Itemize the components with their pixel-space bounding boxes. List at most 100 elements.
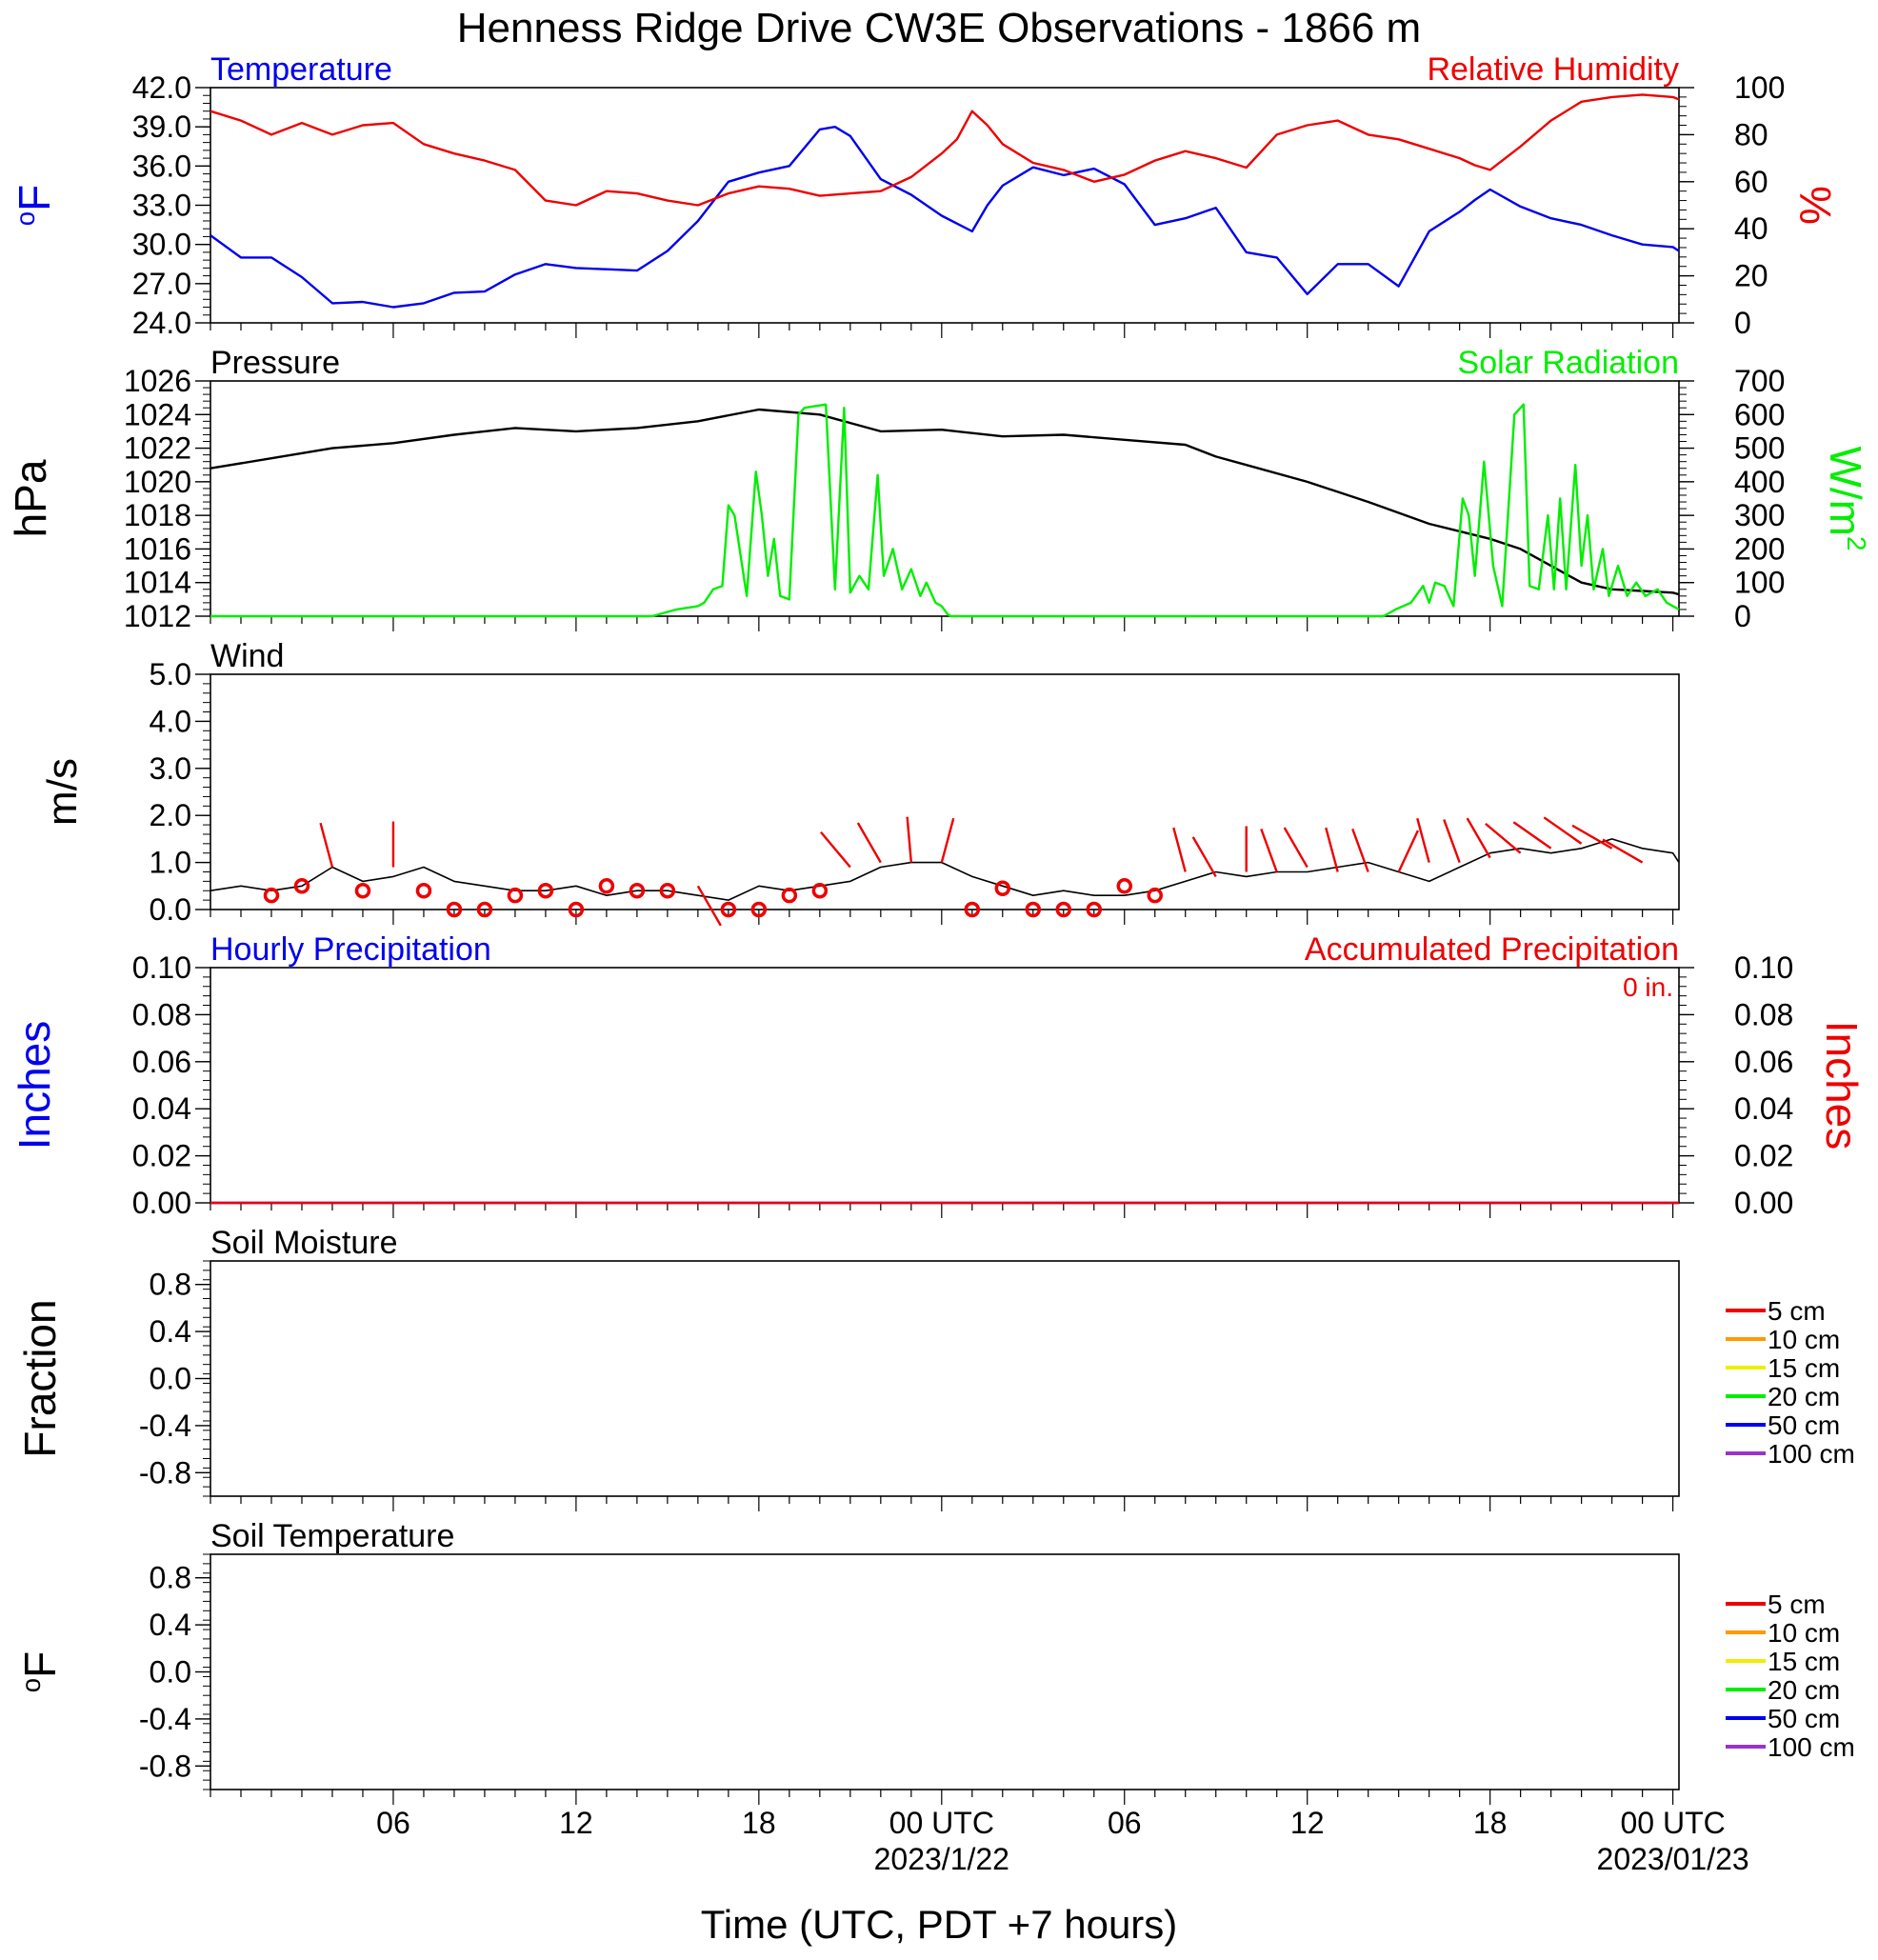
wind-calm-marker xyxy=(720,901,737,918)
soil_moisture-ytick-label: -0.4 xyxy=(139,1409,191,1443)
temp_rh-ylabel-left-group: oF xyxy=(10,185,59,226)
precip-ylabel-left-group: Inches xyxy=(10,1021,59,1150)
soil_moisture-legend-label: 100 cm xyxy=(1768,1439,1855,1469)
pressure_solar-ytick-label: 1012 xyxy=(124,599,191,633)
x-tick-label: 00 UTC xyxy=(1620,1806,1725,1840)
soil_moisture-legend-label: 20 cm xyxy=(1768,1382,1840,1411)
precip-ytick-right-label: 0.02 xyxy=(1734,1139,1793,1173)
wind-barb xyxy=(1397,830,1420,872)
wind-calm-marker xyxy=(659,882,676,899)
panel-wind: Wind 0.0 1.0 2.0 3.0 4.0 5.0 m/s xyxy=(39,638,1680,927)
wind-left-title: Wind xyxy=(210,638,284,674)
x-tick-label: 00 UTC xyxy=(889,1806,994,1840)
soil_moisture-ylabel-left-group: Fraction xyxy=(15,1299,65,1457)
wind-calm-marker xyxy=(750,901,768,918)
soil_temperature-legend-label: 5 cm xyxy=(1768,1590,1826,1619)
wind-barb xyxy=(1571,824,1613,850)
soil_temperature-legend-label: 10 cm xyxy=(1768,1618,1840,1648)
precip-left-title: Hourly Precipitation xyxy=(210,931,491,968)
temp_rh-ytick-label: 27.0 xyxy=(132,267,191,301)
pressure_solar-ylabel-right: W/m2 xyxy=(1821,446,1871,550)
wind-calm-marker xyxy=(1147,887,1163,904)
wind-barb xyxy=(1351,828,1369,872)
soil_moisture-legend-label: 50 cm xyxy=(1768,1410,1840,1440)
soil_temperature-ytick-label: 0.0 xyxy=(150,1655,191,1690)
temp_rh-ylabel-right: % xyxy=(1790,186,1840,225)
pressure_solar-ytick-label: 1024 xyxy=(124,397,191,431)
soil_temperature-legend-label: 20 cm xyxy=(1768,1675,1840,1705)
wind-ylabel-left-group: m/s xyxy=(39,758,86,826)
pressure_solar-ytick-label: 1016 xyxy=(124,531,191,566)
wind-calm-marker xyxy=(598,878,615,894)
pressure_solar-ylabel-left-group: hPa xyxy=(6,459,55,537)
wind-barb xyxy=(820,830,851,869)
temp_rh-ytick-right-label: 80 xyxy=(1734,117,1768,151)
figure-title: Henness Ridge Drive CW3E Observations - … xyxy=(457,5,1421,51)
panels: Temperature Relative Humidity24.027.030.0… xyxy=(6,51,1871,1805)
soil_temperature-ytick-label: -0.4 xyxy=(139,1702,191,1736)
pressure_solar-ytick-right-label: 700 xyxy=(1734,364,1785,398)
pressure_solar-ylabel-right-main: W/m xyxy=(1821,446,1870,536)
pressure_solar-right-title: Solar Radiation xyxy=(1458,345,1679,381)
wind-calm-marker xyxy=(1086,901,1103,918)
soil_moisture-ytick-label: 0.0 xyxy=(150,1362,191,1396)
wind-barb xyxy=(1602,838,1644,864)
soil_temperature-ytick-label: 0.8 xyxy=(150,1561,191,1595)
wind-series-wind xyxy=(210,838,1680,901)
pressure_solar-ytick-label: 1014 xyxy=(124,566,191,600)
temp_rh-ytick-label: 36.0 xyxy=(132,149,191,183)
wind-barb xyxy=(906,816,913,863)
wind-barb xyxy=(1485,822,1522,854)
precip-ytick-right-label: 0.00 xyxy=(1734,1186,1793,1220)
pressure_solar-ytick-label: 1022 xyxy=(124,431,191,466)
precip-ytick-label: 0.02 xyxy=(132,1139,191,1173)
pressure_solar-ylabel-right-sup: 2 xyxy=(1842,536,1871,551)
wind-calm-marker xyxy=(263,887,280,904)
x-tick-label: 12 xyxy=(559,1806,593,1840)
soil_moisture-ytick-label: -0.8 xyxy=(139,1455,191,1490)
temp_rh-ytick-right-label: 100 xyxy=(1734,70,1785,105)
wind-calm-marker xyxy=(446,901,463,918)
wind-calm-marker xyxy=(476,901,493,918)
temp_rh-ylabel-left-main: F xyxy=(10,185,59,211)
precip-ylabel-right: Inches xyxy=(1817,1021,1867,1150)
soil_temperature-legend-label: 15 cm xyxy=(1768,1647,1840,1676)
panel-pressure_solar: Pressure Solar Radiation10121014101610181… xyxy=(6,345,1871,633)
pressure_solar-series-solar-radiation xyxy=(210,403,1680,618)
precip-accum-annotation: 0 in. xyxy=(1623,972,1673,1002)
precip-ytick-label: 0.04 xyxy=(132,1091,191,1126)
soil_moisture-ylabel-left: Fraction xyxy=(15,1299,65,1457)
pressure_solar-ylabel-left: hPa xyxy=(6,459,55,537)
wind-barb xyxy=(1260,828,1278,872)
soil_temperature-ylabel-left-main: F xyxy=(15,1651,65,1678)
pressure_solar-frame xyxy=(210,380,1680,617)
pressure_solar-ytick-right-label: 200 xyxy=(1734,531,1785,566)
wind-barb xyxy=(696,885,722,927)
x-tick-label: 18 xyxy=(742,1806,776,1840)
panel-precip: Hourly Precipitation Accumulated Precipit… xyxy=(10,931,1867,1220)
wind-barb xyxy=(1283,827,1309,869)
temp_rh-series-temperature xyxy=(210,125,1680,309)
wind-barb xyxy=(1172,827,1187,872)
pressure_solar-left-title: Pressure xyxy=(210,345,340,381)
wind-calm-marker xyxy=(629,882,646,899)
pressure_solar-series-pressure xyxy=(210,408,1680,596)
wind-calm-marker xyxy=(1055,901,1072,918)
precip-ytick-right-label: 0.04 xyxy=(1734,1091,1793,1126)
pressure_solar-ytick-right-label: 300 xyxy=(1734,498,1785,532)
precip-ytick-right-label: 0.06 xyxy=(1734,1045,1793,1079)
pressure_solar-ytick-right-label: 600 xyxy=(1734,397,1785,431)
wind-calm-marker xyxy=(507,887,524,904)
wind-barb xyxy=(1443,819,1461,864)
soil_moisture-ytick-label: 0.4 xyxy=(150,1314,191,1349)
soil_temperature-ylabel-left: oF xyxy=(15,1651,65,1692)
temp_rh-left-title: Temperature xyxy=(210,51,392,88)
temp_rh-ylabel-right-group: % xyxy=(1790,186,1840,225)
temp_rh-ylabel-left-sup: o xyxy=(10,211,40,226)
wind-calm-marker xyxy=(415,882,432,899)
soil_moisture-legend-label: 10 cm xyxy=(1768,1325,1840,1354)
x-tick-label: 18 xyxy=(1473,1806,1508,1840)
panel-soil_moisture: Soil Moisture -0.8 -0.4 0.0 0.4 0.8 Fraction 5 … xyxy=(15,1225,1855,1511)
precip-ytick-right-label: 0.08 xyxy=(1734,997,1793,1031)
